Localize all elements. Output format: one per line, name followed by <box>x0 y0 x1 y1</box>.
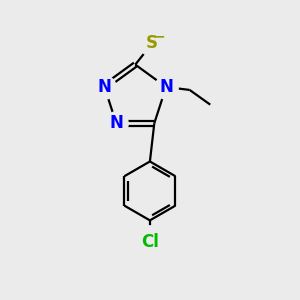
Text: −: − <box>154 29 166 43</box>
Text: Cl: Cl <box>141 232 159 250</box>
Text: N: N <box>159 78 173 96</box>
Text: N: N <box>109 114 123 132</box>
Text: S: S <box>146 34 158 52</box>
Text: N: N <box>98 78 111 96</box>
